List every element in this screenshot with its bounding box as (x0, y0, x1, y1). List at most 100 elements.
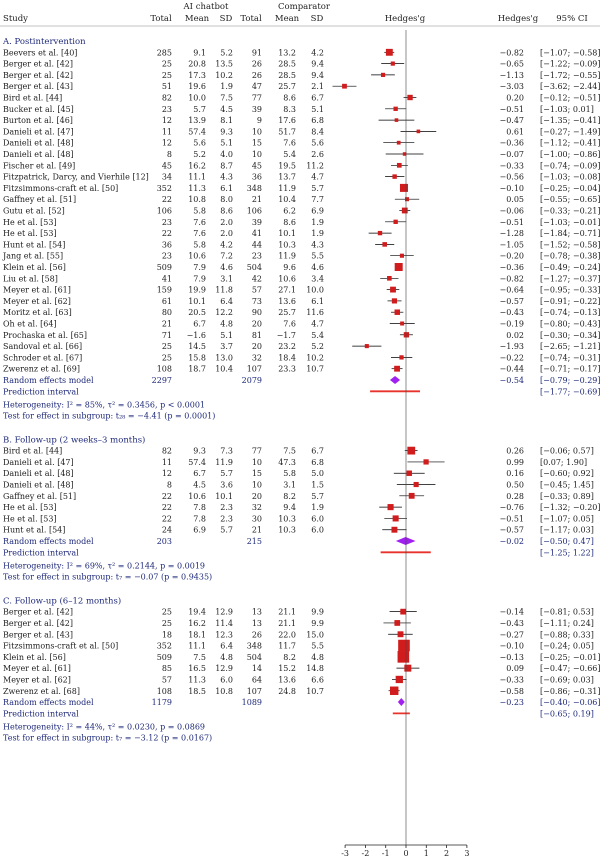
mean-1-cell: 20.8 (188, 60, 206, 69)
ci-cell: [−0.24; 0.05] (540, 642, 594, 651)
sd-1-cell: 4.2 (220, 240, 233, 249)
total-1-cell: 22 (162, 492, 172, 501)
mean-2-cell: 21.1 (278, 608, 296, 617)
sd-2-cell: 10.7 (306, 687, 324, 696)
x-tick-label: -1 (382, 849, 390, 857)
study-marker (398, 639, 410, 652)
sd-2-cell: 5.7 (311, 184, 324, 193)
total-2-cell: 44 (252, 240, 262, 249)
ci-cell: [−1.03; 0.01] (540, 105, 594, 114)
study-label: Klein et al. [56] (3, 263, 66, 272)
heterogeneity-text: Heterogeneity: I² = 44%, τ² = 0.0230, p … (3, 722, 205, 731)
sd-1-cell: 4.3 (220, 173, 233, 182)
study-label: Fitzpatrick, Darcy, and Vierhile [12] (3, 173, 149, 182)
study-marker (387, 504, 394, 511)
total-2-cell: 90 (252, 308, 262, 317)
sd-1-cell: 2.0 (220, 218, 233, 227)
sd-2-cell: 4.3 (311, 240, 324, 249)
study-label: Sandoval et al. [66] (3, 342, 82, 351)
sd-2-cell: 15.0 (306, 630, 324, 639)
study-marker (397, 631, 404, 638)
study-marker (399, 183, 408, 192)
sd-2-cell: 4.2 (311, 48, 324, 57)
x-tick-label: -2 (362, 849, 370, 857)
study-marker (408, 492, 415, 499)
total-2-cell: 77 (252, 94, 262, 103)
header-mean-2: Mean (275, 14, 300, 24)
effect-cell: −0.51 (499, 218, 524, 227)
mean-2-cell: 19.5 (278, 161, 296, 170)
study-label: Berger et al. [42] (3, 71, 73, 80)
sd-2-cell: 9.4 (311, 71, 324, 80)
ci-cell: [−1.72; −0.55] (540, 71, 600, 80)
effect-cell: −0.06 (499, 207, 524, 216)
effect-cell: −0.07 (499, 150, 524, 159)
sd-2-cell: 5.5 (311, 252, 324, 261)
mean-2-cell: 51.7 (278, 127, 296, 136)
mean-2-cell: 21.1 (278, 619, 296, 628)
ci-cell: [−0.74; −0.09] (540, 161, 600, 170)
study-label: Meyer et al. [61] (3, 664, 71, 673)
mean-1-cell: 6.9 (193, 526, 206, 535)
mean-2-cell: 23.2 (278, 342, 296, 351)
ci-cell: [−0.71; −0.17] (540, 365, 600, 374)
re-ci-cell: [−0.40; −0.06] (540, 698, 600, 707)
ci-cell: [−0.33; 0.89] (540, 492, 594, 501)
effect-cell: 0.16 (506, 469, 524, 478)
total-2-cell: 21 (252, 526, 262, 535)
study-label: Berger et al. [42] (3, 608, 73, 617)
ci-cell: [−1.07; 0.05] (540, 514, 594, 523)
study-marker (413, 481, 419, 488)
mean-2-cell: 10.3 (278, 526, 296, 535)
ci-cell: [−0.25; −0.01] (540, 653, 600, 662)
effect-cell: 0.09 (506, 664, 524, 673)
total-1-cell: 22 (162, 514, 172, 523)
header-effect-plot: Hedges'g (385, 14, 426, 24)
ci-cell: [−0.91; −0.22] (540, 297, 600, 306)
study-marker (395, 675, 403, 684)
mean-2-cell: 10.3 (278, 514, 296, 523)
total-1-cell: 509 (157, 653, 172, 662)
ci-cell: [−1.27; −0.37] (540, 274, 600, 283)
total-1-cell: 85 (162, 664, 172, 673)
summary-diamond (389, 376, 401, 384)
sd-2-cell: 11.6 (306, 308, 324, 317)
total-1-cell: 22 (162, 229, 172, 238)
total-1-cell: 108 (157, 365, 172, 374)
mean-1-cell: 5.2 (193, 150, 206, 159)
ci-cell: [−1.35; −0.41] (540, 116, 600, 125)
ci-cell: [−0.74; −0.31] (540, 353, 600, 362)
study-marker (394, 620, 401, 626)
mean-1-cell: 7.9 (193, 263, 206, 272)
mean-2-cell: 13.7 (278, 173, 296, 182)
mean-1-cell: 10.6 (188, 492, 206, 501)
sd-1-cell: 6.4 (220, 642, 233, 651)
total-2-cell: 504 (247, 263, 262, 272)
study-label: Beevers et al. [40] (3, 48, 77, 57)
mean-2-cell: 8.2 (283, 492, 296, 501)
subgroup-title: B. Follow-up (2 weeks–3 months) (3, 434, 145, 445)
sd-2-cell: 6.0 (311, 526, 324, 535)
total-2-cell: 64 (252, 675, 262, 684)
re-total-2: 1089 (242, 698, 262, 707)
effect-cell: −1.93 (499, 342, 524, 351)
total-1-cell: 18 (162, 630, 172, 639)
total-2-cell: 20 (252, 320, 262, 329)
ci-cell: [−0.60; 0.92] (540, 469, 594, 478)
effect-cell: 0.99 (506, 458, 524, 467)
subgroup-title: C. Follow-up (6–12 months) (3, 595, 121, 606)
effect-cell: 0.28 (506, 492, 524, 501)
summary-diamond (397, 698, 405, 707)
re-total-1: 1179 (152, 698, 172, 707)
effect-cell: −0.43 (499, 619, 524, 628)
effect-cell: −0.51 (499, 105, 524, 114)
sd-1-cell: 11.9 (215, 458, 233, 467)
total-2-cell: 42 (252, 274, 262, 283)
re-effect-cell: −0.23 (499, 698, 524, 707)
effect-cell: −0.65 (499, 60, 524, 69)
total-2-cell: 15 (252, 139, 262, 148)
effect-cell: −0.82 (499, 48, 524, 57)
total-1-cell: 11 (162, 458, 172, 467)
total-1-cell: 509 (157, 263, 172, 272)
